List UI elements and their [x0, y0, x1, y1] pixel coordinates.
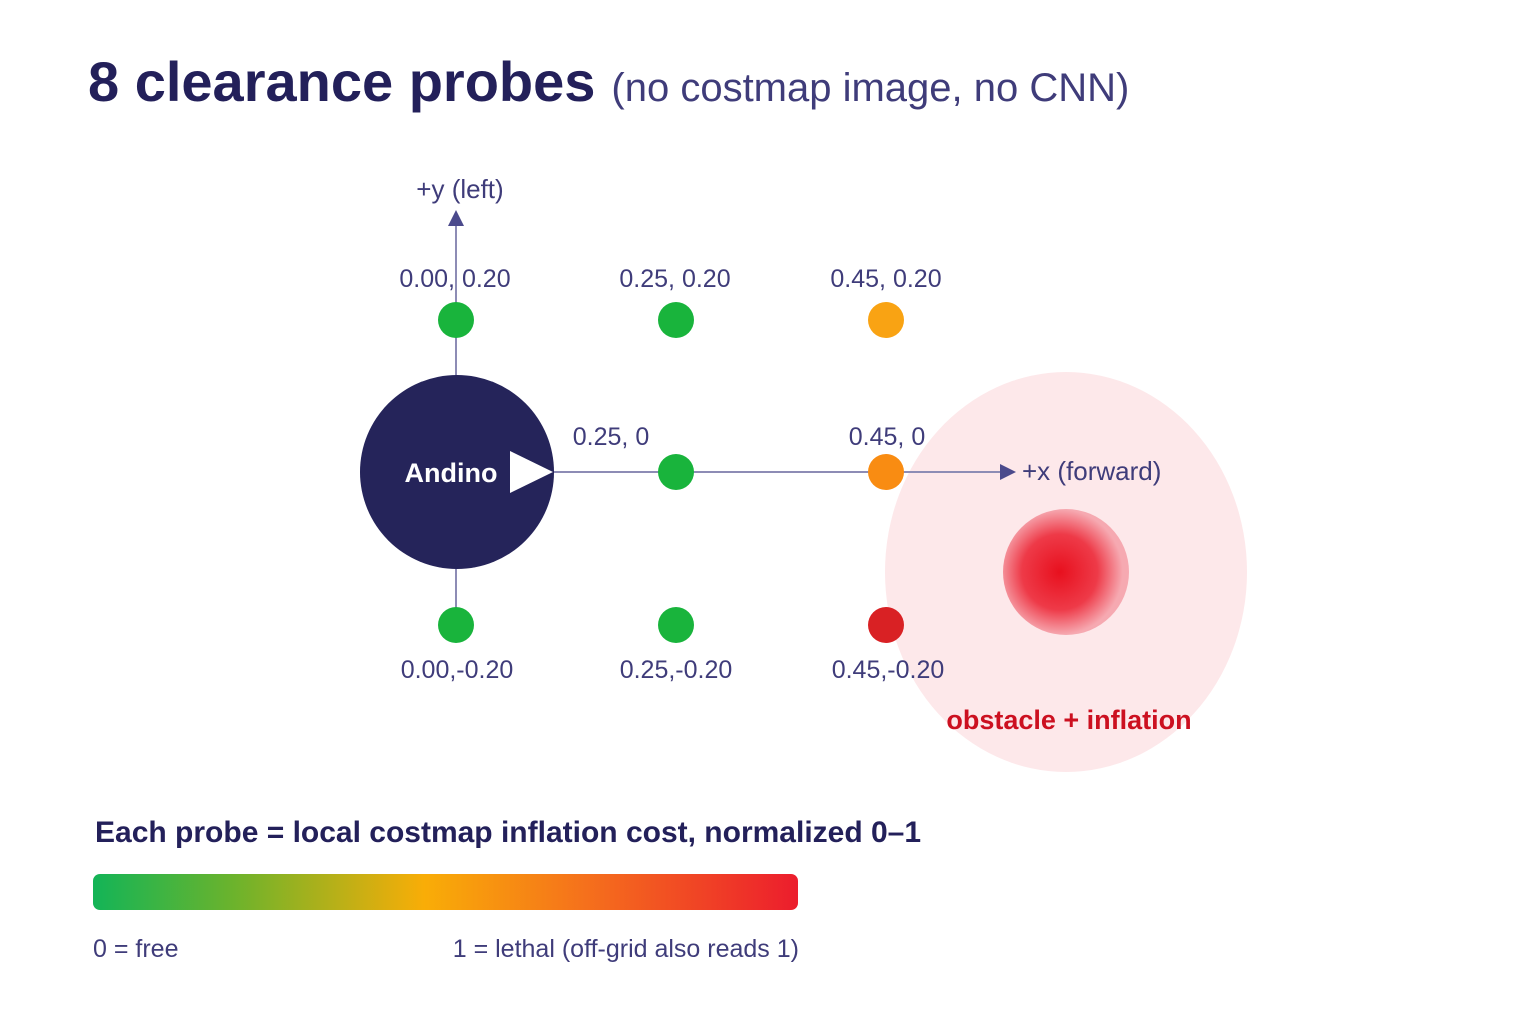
y-axis-label: +y (left) — [416, 174, 503, 204]
title-main: 8 clearance probes — [88, 50, 595, 113]
robot-label: Andino — [405, 458, 498, 488]
probe — [868, 302, 904, 338]
probe — [438, 607, 474, 643]
probe-label: 0.45, 0.20 — [830, 265, 941, 293]
probe-label: 0.45,-0.20 — [832, 656, 945, 684]
probe — [658, 454, 694, 490]
probe-label: 0.00,-0.20 — [401, 656, 514, 684]
probe — [658, 607, 694, 643]
cost-colorbar — [93, 874, 798, 910]
probe-label: 0.25, 0.20 — [619, 265, 730, 293]
legend-caption: Each probe = local costmap inflation cos… — [95, 816, 921, 849]
obstacle-label: obstacle + inflation — [946, 705, 1191, 735]
title-sub: (no costmap image, no CNN) — [611, 66, 1129, 110]
x-axis-label: +x (forward) — [1022, 456, 1161, 486]
probe-label: 0.45, 0 — [849, 423, 925, 451]
probe-label: 0.25,-0.20 — [620, 656, 733, 684]
probe — [658, 302, 694, 338]
robot-heading — [510, 451, 553, 493]
probes: 0.00, 0.20 0.25, 0.20 0.45, 0.20 0.25, 0 0.4… — [399, 265, 944, 684]
legend-max: 1 = lethal (off-grid also reads 1) — [453, 935, 799, 963]
title: 8 clearance probes (no costmap image, no … — [88, 50, 1129, 113]
probe — [868, 607, 904, 643]
probe — [438, 302, 474, 338]
probe — [868, 454, 904, 490]
obstacle — [1003, 509, 1129, 635]
legend-min: 0 = free — [93, 935, 178, 963]
probe-label: 0.25, 0 — [573, 423, 649, 451]
robot — [360, 375, 554, 569]
probe-label: 0.00, 0.20 — [399, 265, 510, 293]
